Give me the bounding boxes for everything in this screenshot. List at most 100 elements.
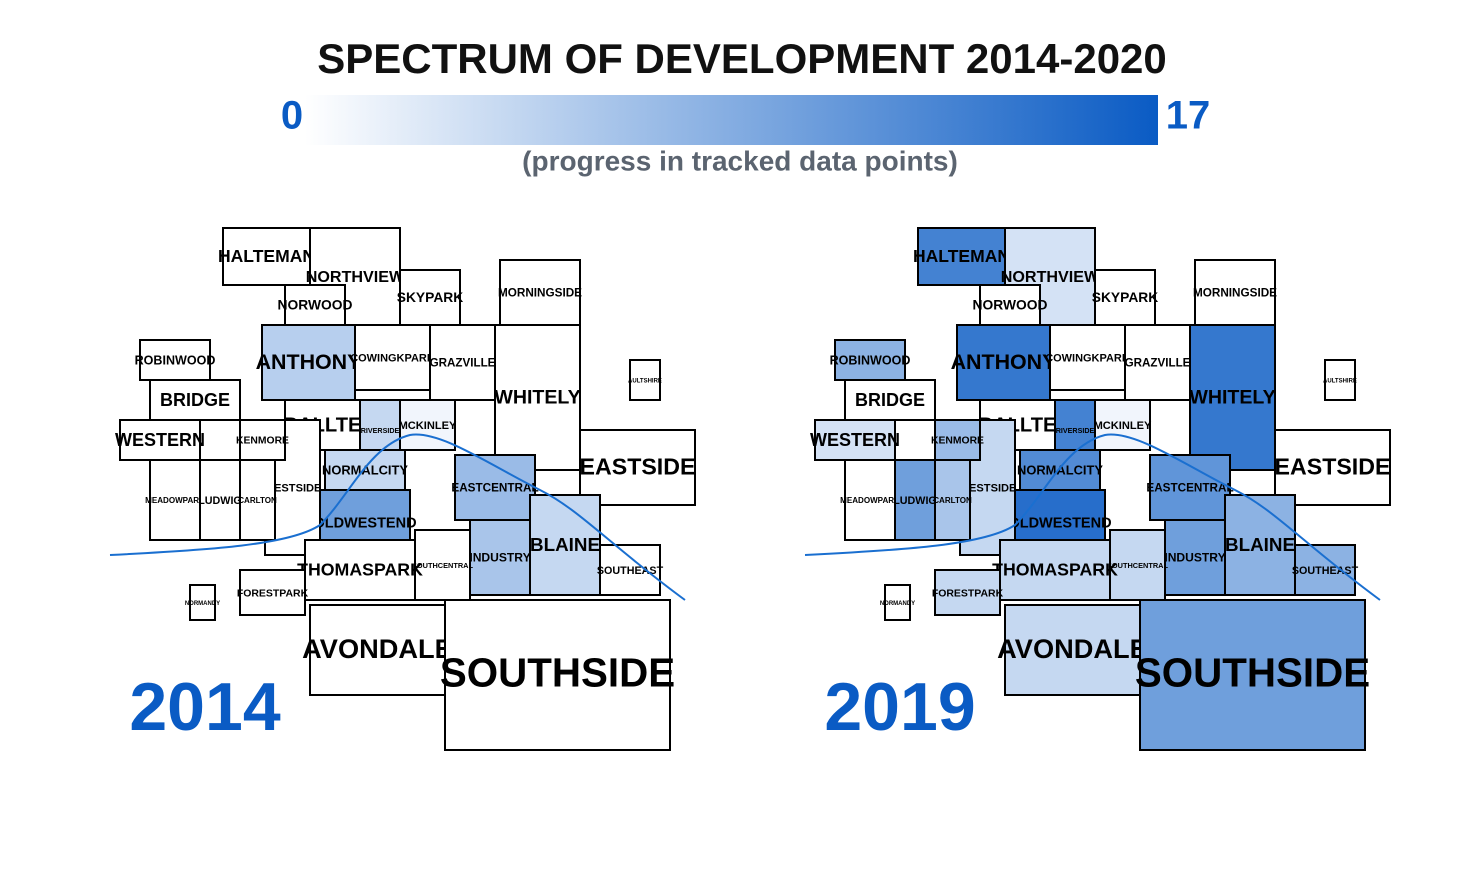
neighborhood (1094, 399, 1151, 451)
legend-min: 0 (281, 94, 303, 138)
neighborhood-label: SOUTHCENTRAL (1107, 561, 1169, 570)
neighborhood-label: SOUTHSIDE (1135, 650, 1370, 696)
neighborhood-label: NORTHVIEW (1001, 268, 1100, 286)
title: SPECTRUM OF DEVELOPMENT 2014-2020 (317, 35, 1167, 82)
legend-caption: (progress in tracked data points) (522, 145, 958, 176)
neighborhood (399, 399, 456, 451)
neighborhood (1324, 359, 1356, 401)
neighborhood-label: CARLTON (933, 496, 972, 505)
neighborhood (149, 379, 241, 421)
neighborhood-label: BLAINE (530, 534, 600, 555)
year-label: 2019 (824, 669, 975, 745)
neighborhood (139, 339, 211, 381)
neighborhood (529, 494, 601, 596)
neighborhood-label: SOUTHSIDE (440, 650, 675, 696)
neighborhood-label: THOMASPARK (992, 560, 1118, 580)
neighborhood (1274, 429, 1391, 506)
neighborhood-label: LUDWIG (198, 495, 242, 507)
neighborhood (844, 459, 896, 541)
neighborhood (844, 379, 936, 421)
neighborhood (309, 604, 446, 696)
neighborhood (469, 519, 531, 596)
neighborhood-label: AVONDALE (997, 633, 1148, 664)
neighborhood-label: NORTHVIEW (306, 268, 405, 286)
neighborhood-label: WHITELY (494, 387, 580, 409)
neighborhood-label: EASTSIDE (580, 454, 696, 480)
neighborhood (189, 584, 216, 621)
neighborhood (1224, 494, 1296, 596)
neighborhood (354, 324, 431, 391)
neighborhood-label: EASTSIDE (1275, 454, 1391, 480)
neighborhood-label: SOUTHEAST (1292, 565, 1359, 577)
neighborhood-label: NORMANDY (880, 601, 915, 607)
neighborhood (261, 324, 356, 401)
neighborhood-label: BRIDGE (855, 390, 925, 410)
neighborhood-label: WESTSIDE (264, 482, 322, 494)
legend-max: 17 (1166, 94, 1211, 138)
neighborhood (934, 459, 971, 541)
map: HALTEMAN NORTHVIEW NORWOOD SKYPARK MORNINGSI… (804, 227, 1391, 751)
neighborhood-label: OLDWESTEND (1008, 515, 1111, 531)
neighborhood-label: NORMALCITY (1017, 462, 1103, 477)
neighborhood (324, 449, 406, 491)
neighborhood-label: SKYPARK (1092, 289, 1159, 305)
year-label: 2014 (129, 669, 280, 745)
neighborhood (429, 324, 496, 401)
neighborhood-label: LUDWIG (893, 495, 937, 507)
legend-bar (305, 95, 1158, 145)
neighborhood-label: KENMORE (931, 436, 984, 447)
neighborhood-label: NORMANDY (185, 601, 220, 607)
neighborhood-label: ROBINWOOD (830, 353, 911, 367)
neighborhood-label: ANTHONY (951, 350, 1057, 374)
neighborhood-label: MEADOWPARK (840, 496, 900, 505)
neighborhood (1094, 269, 1156, 326)
neighborhood (934, 419, 981, 461)
neighborhood-label: GRAZVILLE (430, 357, 496, 370)
neighborhood (917, 227, 1006, 286)
neighborhood (956, 324, 1051, 401)
neighborhood-label: RIVERSIDE (361, 427, 400, 435)
neighborhood-label: WHITELY (1189, 387, 1275, 409)
neighborhood (1164, 519, 1226, 596)
neighborhood-label: MCKINLEY (399, 420, 457, 432)
neighborhood-label: HALTEMAN (913, 246, 1010, 266)
neighborhood-label: BRIDGE (160, 390, 230, 410)
neighborhood-label: AULTSHIRE (628, 379, 662, 385)
neighborhood-label: NORMALCITY (322, 462, 408, 477)
neighborhood (579, 429, 696, 506)
neighborhood-label: NORWOOD (278, 297, 353, 313)
neighborhood (239, 419, 286, 461)
neighborhood-label: AULTSHIRE (1323, 379, 1357, 385)
neighborhood-label: KENMORE (236, 436, 289, 447)
river (804, 433, 1381, 601)
neighborhood-label: THOMASPARK (297, 560, 423, 580)
neighborhood-label: MCKINLEY (1094, 420, 1152, 432)
neighborhood (304, 539, 416, 601)
neighborhood-label: COWINGKPARK (350, 352, 435, 364)
neighborhood (222, 227, 311, 286)
neighborhood-label: FORESTPARK (237, 588, 309, 599)
neighborhood (1189, 324, 1276, 471)
neighborhood (1294, 544, 1356, 596)
neighborhood (1019, 449, 1101, 491)
neighborhood (884, 584, 911, 621)
neighborhood-label: MORNINGSIDE (1193, 287, 1277, 300)
neighborhood-label: FORESTPARK (932, 588, 1004, 599)
neighborhood-label: ANTHONY (256, 350, 362, 374)
neighborhood-label: INDUSTRY (1164, 551, 1225, 565)
neighborhood-label: ROBINWOOD (135, 353, 216, 367)
neighborhood (494, 324, 581, 471)
neighborhood-label: BLAINE (1225, 534, 1295, 555)
neighborhood (834, 339, 906, 381)
neighborhood (1194, 259, 1276, 326)
neighborhood-label: WESTSIDE (959, 482, 1017, 494)
neighborhood (629, 359, 661, 401)
neighborhood (444, 599, 671, 751)
neighborhood (599, 544, 661, 596)
neighborhood (414, 529, 471, 601)
neighborhood-label: MEADOWPARK (145, 496, 205, 505)
river (109, 433, 686, 601)
neighborhood-label: HALTEMAN (218, 246, 315, 266)
neighborhood-label: COWINGKPARK (1045, 352, 1130, 364)
